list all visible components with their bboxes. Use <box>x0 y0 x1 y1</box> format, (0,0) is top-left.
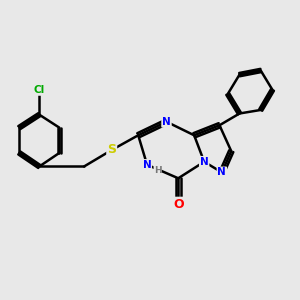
Text: N: N <box>200 157 208 167</box>
Text: S: S <box>107 143 116 157</box>
Text: N: N <box>218 167 226 177</box>
Text: N: N <box>143 160 152 170</box>
Text: N: N <box>162 117 171 127</box>
Text: O: O <box>173 198 184 211</box>
Text: Cl: Cl <box>34 85 45 95</box>
Text: H: H <box>154 166 161 175</box>
